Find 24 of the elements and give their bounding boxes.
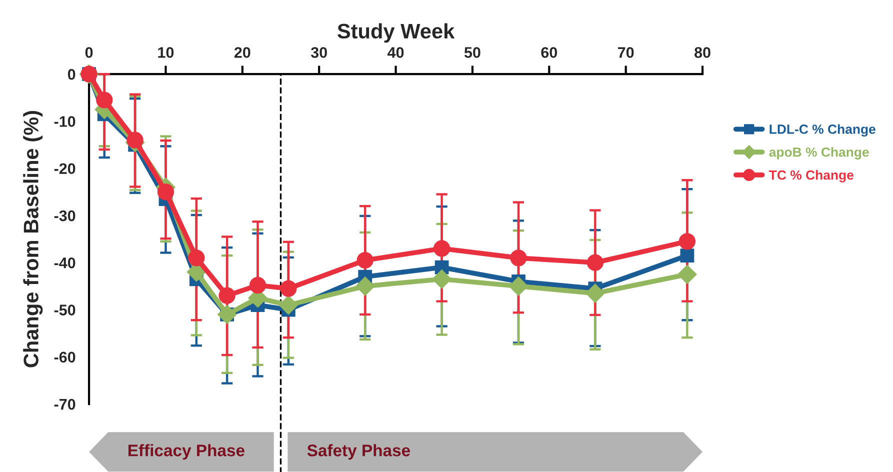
legend-label: LDL-C % Change	[770, 124, 876, 137]
y-tick-label: 0	[68, 68, 76, 80]
x-tick-label: 0	[85, 47, 93, 58]
y-tick-label: -20	[54, 163, 76, 174]
legend-label: apoB % Change	[769, 147, 869, 160]
y-tick-label: -60	[54, 352, 76, 363]
x-tick-label: 20	[234, 47, 250, 58]
x-tick-label: 60	[541, 47, 558, 58]
y-tick-label: -70	[54, 398, 76, 410]
legend-label: TC % Change	[769, 170, 854, 182]
y-tick-label: -40	[54, 258, 76, 268]
y-axis-title: Change from Baseline (%)	[23, 111, 43, 368]
text: Efficacy Phase	[128, 444, 244, 460]
x-tick-label: 10	[158, 47, 174, 58]
x-tick-label: 40	[388, 47, 404, 58]
y-tick-label: -10	[54, 116, 76, 127]
x-tick-label: 80	[694, 47, 710, 58]
x-tick-label: 30	[310, 47, 327, 58]
text: Safety Phase	[307, 444, 410, 460]
x-axis-title: Study Week	[338, 23, 455, 43]
y-tick-label: -30	[54, 210, 76, 222]
x-tick-label: 70	[618, 47, 634, 58]
x-tick-label: 50	[464, 47, 480, 58]
y-tick-label: -50	[54, 304, 76, 316]
